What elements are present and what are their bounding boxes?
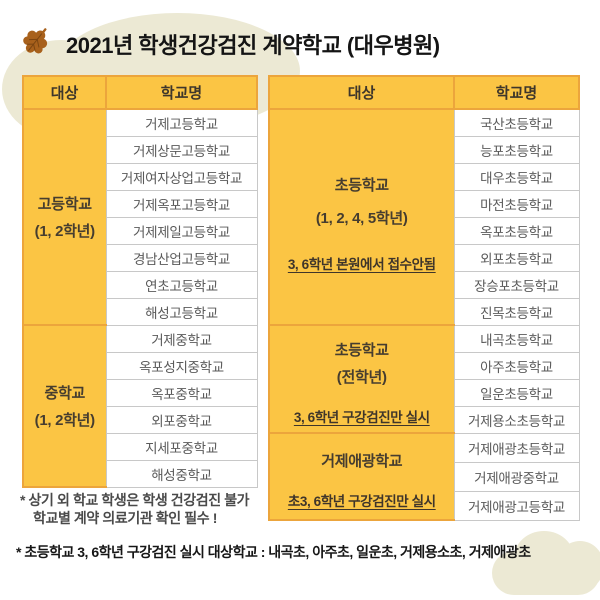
school-cell: 옥포초등학교 <box>453 216 580 245</box>
target-note-underlined: 3, 6학년 본원에서 접수안됨 <box>287 256 436 272</box>
school-cell: 외포초등학교 <box>453 243 580 272</box>
school-cell: 연초고등학교 <box>105 270 258 299</box>
target-line: (1, 2학년) <box>34 223 96 240</box>
target-line: 초등학교 <box>334 341 389 359</box>
target-line: (전학년) <box>336 368 387 386</box>
target-line: 고등학교 <box>37 196 92 213</box>
target-line: (1, 2, 4, 5학년) <box>315 209 408 227</box>
left-group-highschool-target: 고등학교 (1, 2학년) <box>22 108 107 326</box>
target-line: 거제애광학교 <box>321 452 403 470</box>
bottom-note: * 초등학교 3, 6학년 구강검진 실시 대상학교 : 내곡초, 아주초, 일… <box>16 544 531 560</box>
school-cell: 거제제일고등학교 <box>105 216 258 245</box>
school-cell: 거제여자상업고등학교 <box>105 162 258 191</box>
school-cell: 내곡초등학교 <box>453 324 580 353</box>
left-header-target: 대상 <box>22 75 107 110</box>
right-header-school: 학교명 <box>453 75 580 110</box>
footnote-line2: 학교별 계약 의료기관 확인 필수 ! <box>33 510 217 526</box>
footnote: * 상기 외 학교 학생은 학생 건강검진 불가 학교별 계약 의료기관 확인 … <box>20 491 250 527</box>
school-cell: 외포중학교 <box>105 405 258 434</box>
left-group-middleschool-target: 중학교 (1, 2학년) <box>22 324 107 488</box>
school-cell: 대우초등학교 <box>453 162 580 191</box>
school-cell: 해성고등학교 <box>105 297 258 326</box>
page-title: 2021년 학생건강검진 계약학교 (대우병원) <box>66 33 440 58</box>
left-header-school: 학교명 <box>105 75 258 110</box>
cloud-blob-bottom-right-bump2 <box>556 541 600 591</box>
school-cell: 거제상문고등학교 <box>105 135 258 164</box>
right-table: 대상 학교명 초등학교 (1, 2, 4, 5학년) 3, 6학년 본원에서 접… <box>268 75 580 521</box>
school-cell: 거제중학교 <box>105 324 258 353</box>
school-cell: 능포초등학교 <box>453 135 580 164</box>
school-cell: 진목초등학교 <box>453 297 580 326</box>
target-note-underlined: 초3, 6학년 구강검진만 실시 <box>287 493 436 509</box>
school-cell: 거제용소초등학교 <box>453 405 580 434</box>
right-group-elementary-target: 초등학교 (1, 2, 4, 5학년) 3, 6학년 본원에서 접수안됨 <box>268 108 455 326</box>
right-header-target: 대상 <box>268 75 455 110</box>
school-cell: 거제애광고등학교 <box>453 490 580 521</box>
school-cell: 일운초등학교 <box>453 378 580 407</box>
school-cell: 해성중학교 <box>105 459 258 488</box>
school-cell: 거제옥포고등학교 <box>105 189 258 218</box>
right-group-aegwang-target: 거제애광학교 초3, 6학년 구강검진만 실시 <box>268 432 455 521</box>
school-cell: 국산초등학교 <box>453 108 580 137</box>
target-note-underlined: 3, 6학년 구강검진만 실시 <box>293 409 430 425</box>
right-group-elementary-allgrades-target: 초등학교 (전학년) 3, 6학년 구강검진만 실시 <box>268 324 455 434</box>
school-cell: 지세포중학교 <box>105 432 258 461</box>
target-line: (1, 2학년) <box>34 412 96 429</box>
school-cell: 거제고등학교 <box>105 108 258 137</box>
autumn-leaf-icon <box>19 23 53 64</box>
school-cell: 옥포중학교 <box>105 378 258 407</box>
school-cell: 아주초등학교 <box>453 351 580 380</box>
footnote-line1: * 상기 외 학교 학생은 학생 건강검진 불가 <box>20 492 250 508</box>
school-cell: 거제애광중학교 <box>453 461 580 492</box>
target-line: 중학교 <box>44 385 85 402</box>
school-cell: 경남산업고등학교 <box>105 243 258 272</box>
left-table: 대상 학교명 고등학교 (1, 2학년) 거제고등학교 거제상문고등학교 거제여… <box>22 75 258 488</box>
school-cell: 옥포성지중학교 <box>105 351 258 380</box>
target-line: 초등학교 <box>334 176 389 194</box>
school-cell: 마전초등학교 <box>453 189 580 218</box>
school-cell: 거제애광초등학교 <box>453 432 580 463</box>
school-cell: 장승포초등학교 <box>453 270 580 299</box>
